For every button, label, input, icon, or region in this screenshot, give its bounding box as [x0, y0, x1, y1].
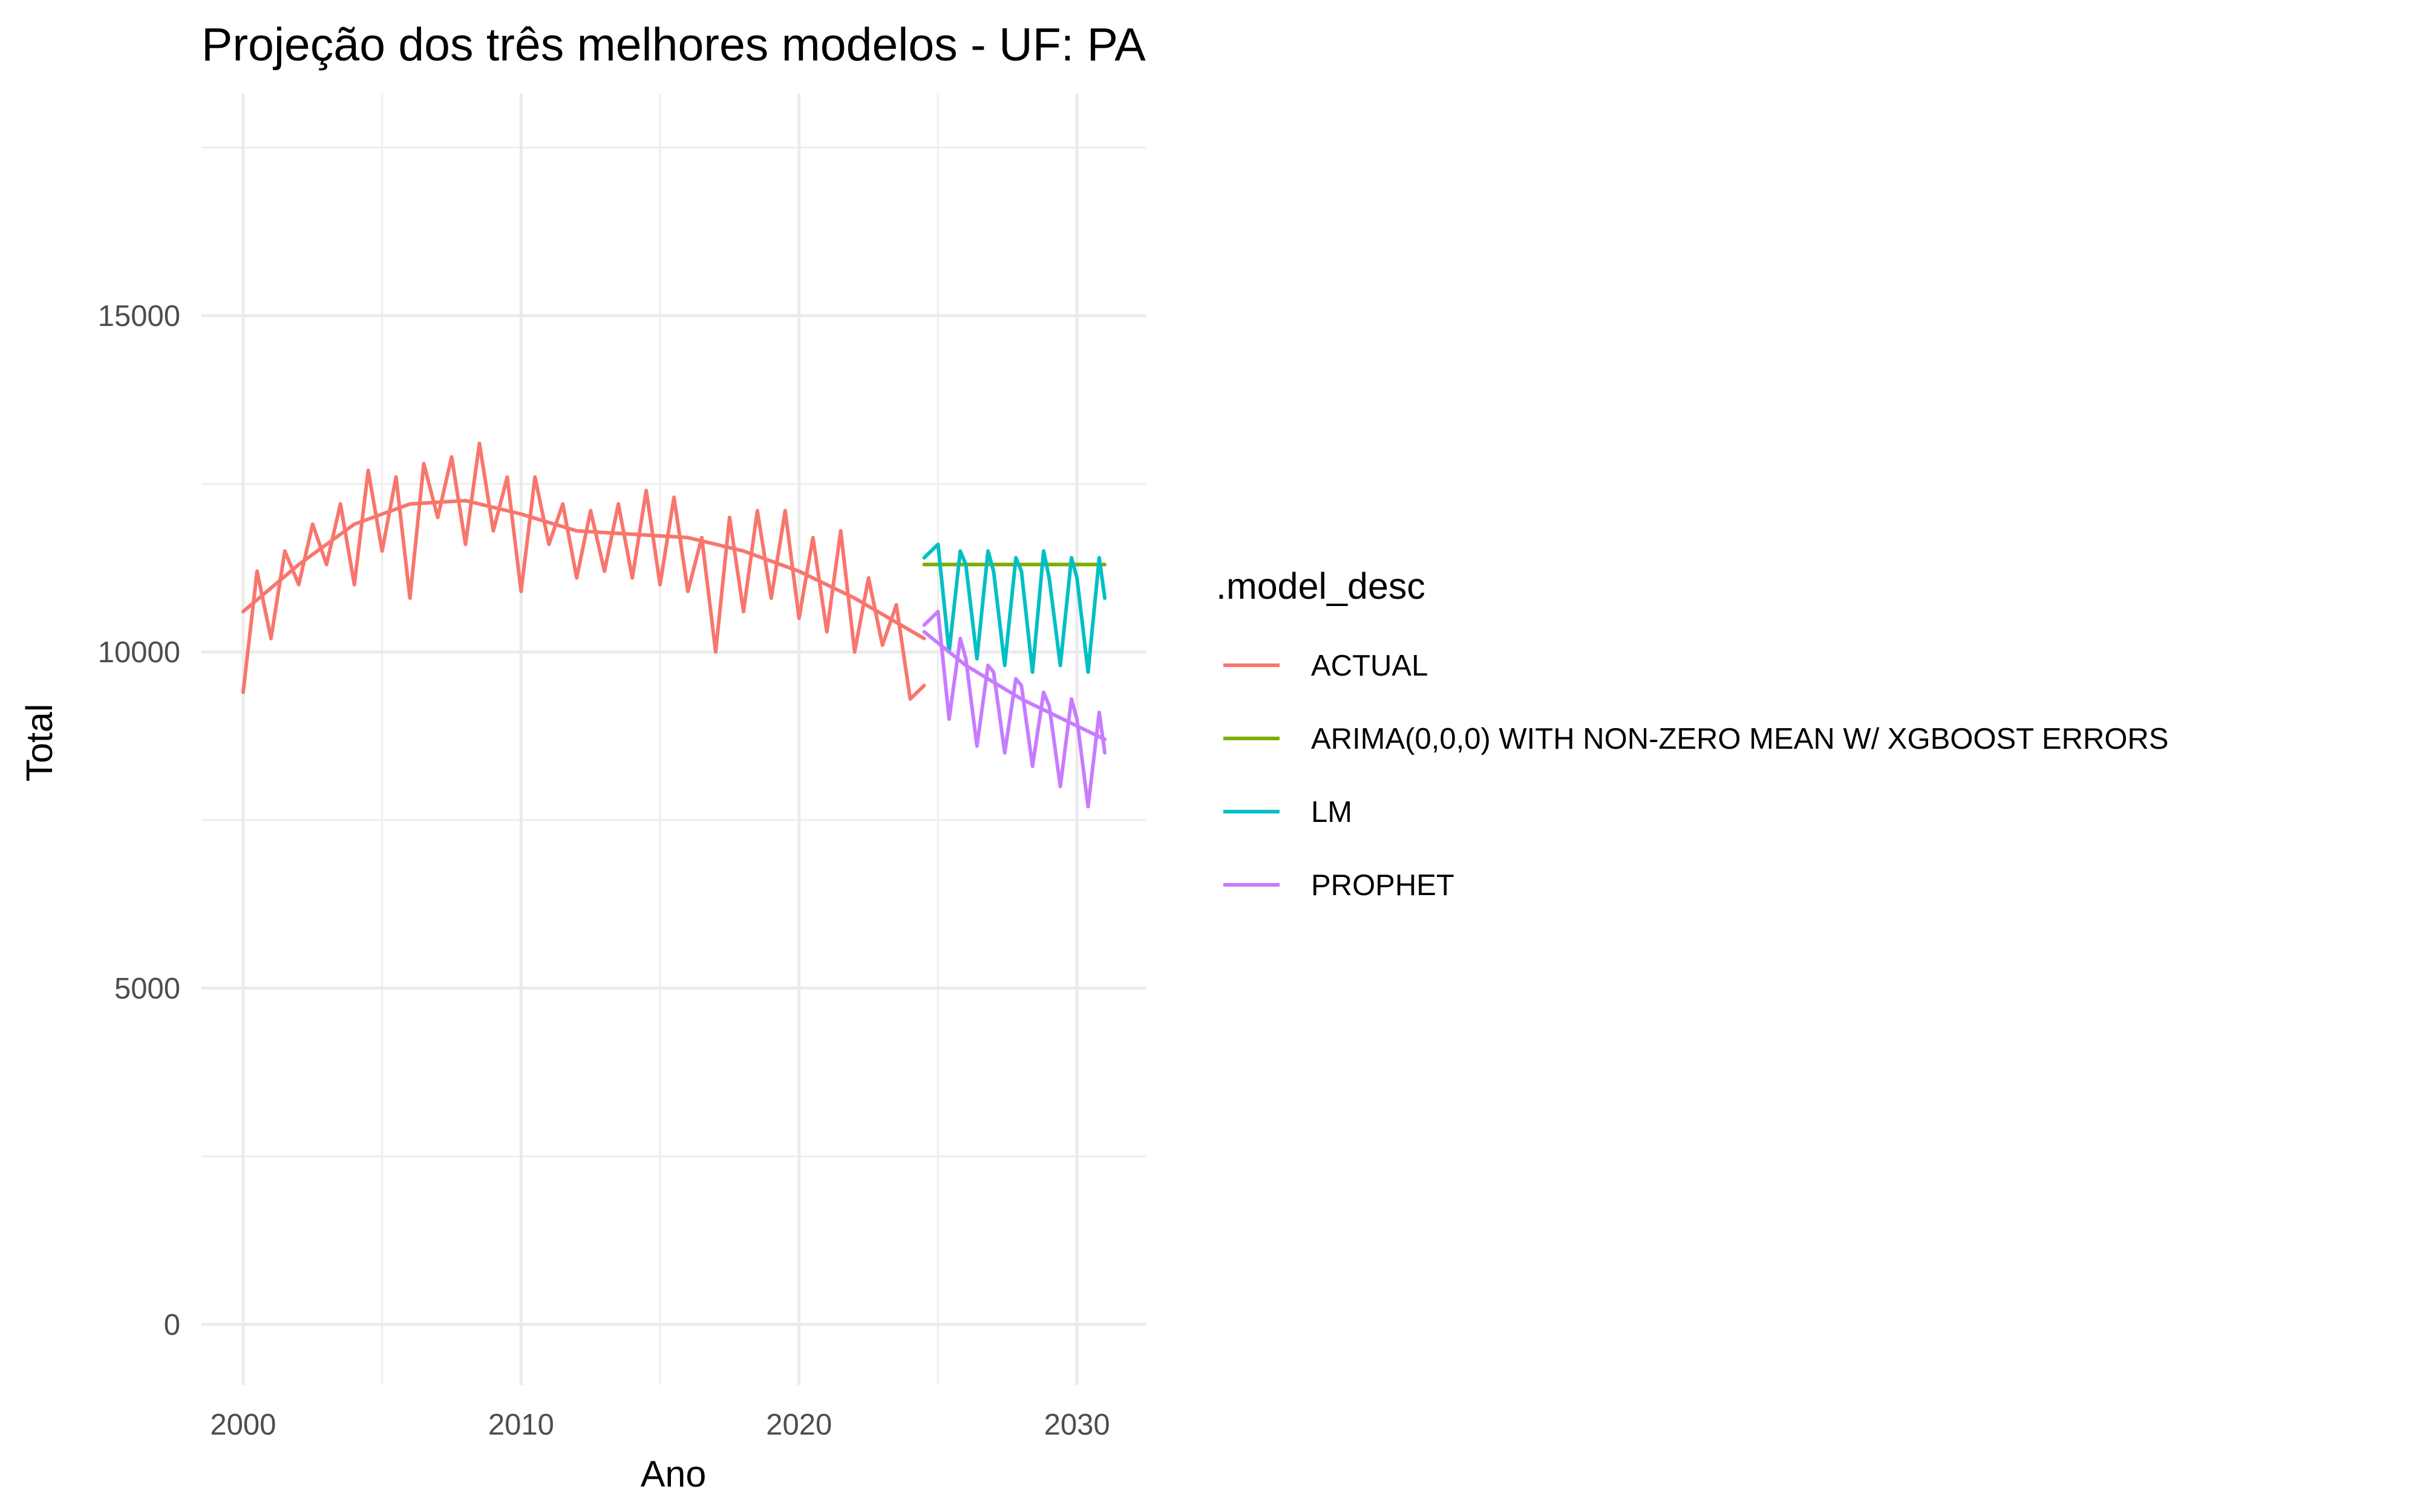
series-line-actual-trend — [241, 498, 926, 640]
x-tick-label: 2010 — [488, 1409, 554, 1441]
tick-labels: 2000 2010 2020 2030 0 5000 10000 15000 — [98, 300, 1110, 1441]
legend-title: .model_desc — [1216, 565, 1425, 607]
legend-label: ACTUAL — [1311, 650, 1428, 682]
y-tick-label: 0 — [164, 1309, 180, 1341]
chart-title: Projeção dos três melhores modelos - UF:… — [201, 19, 1146, 71]
series-line-actual — [241, 442, 926, 701]
x-tick-label: 2000 — [210, 1409, 276, 1441]
y-tick-label: 15000 — [98, 300, 180, 333]
x-tick-label: 2020 — [766, 1409, 832, 1441]
legend: .model_desc ACTUAL ARIMA(0,0,0) WITH NON-… — [1216, 565, 2168, 902]
series-line-lm — [922, 543, 1107, 674]
series-line-prophet-trend — [922, 630, 1107, 741]
x-tick-label: 2030 — [1044, 1409, 1110, 1441]
y-tick-label: 10000 — [98, 636, 180, 669]
legend-label: PROPHET — [1311, 869, 1454, 902]
x-axis-title: Ano — [641, 1453, 707, 1494]
y-axis-title: Total — [19, 704, 60, 782]
series-layer — [241, 442, 1107, 809]
y-tick-label: 5000 — [114, 973, 180, 1005]
series-line-prophet — [922, 610, 1107, 809]
grid — [201, 94, 1146, 1385]
legend-label: LM — [1311, 796, 1352, 829]
legend-label: ARIMA(0,0,0) WITH NON-ZERO MEAN W/ XGBOO… — [1311, 723, 2168, 755]
